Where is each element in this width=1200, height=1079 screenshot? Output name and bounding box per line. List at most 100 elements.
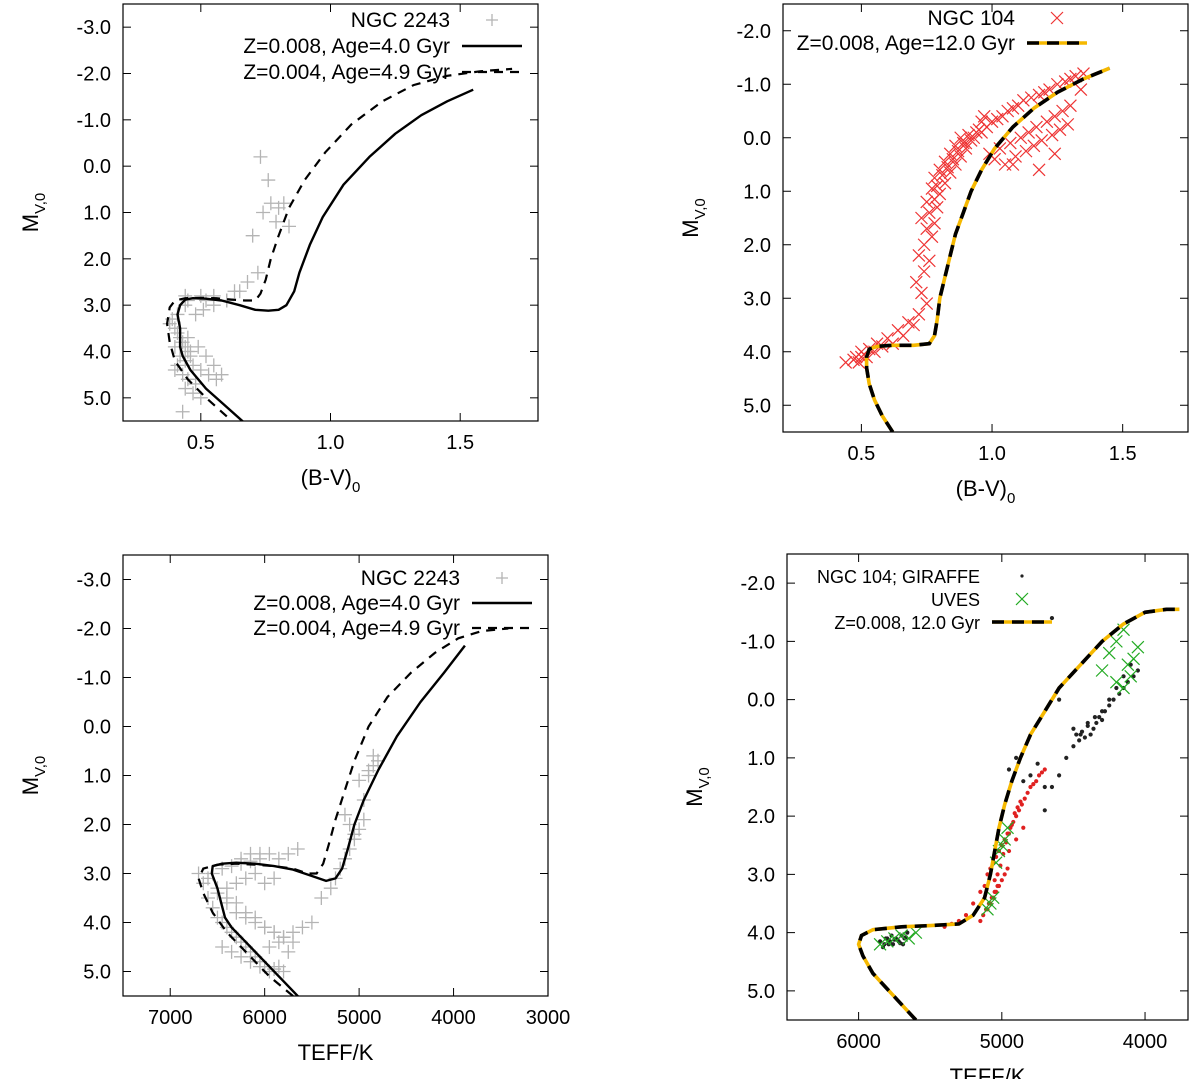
data-point xyxy=(199,349,213,364)
x-axis-label-main: TEFF/K xyxy=(950,1064,1026,1079)
x-tick-label: 4000 xyxy=(431,1007,476,1029)
x-axis-label-main: (B-V) xyxy=(956,476,1007,501)
legend-label: NGC 104 xyxy=(927,7,1015,30)
data-point xyxy=(175,404,190,419)
panel-p1: 0.5 1.0 1.5 -3.0 -2.0 -1.0 0.0 1.0 2.0 3.0 4.0 5.0 (… xyxy=(18,3,539,496)
data-point xyxy=(928,216,941,230)
data-point xyxy=(1135,668,1140,673)
data-point xyxy=(901,315,915,329)
y-axis-label: MV,0 xyxy=(18,193,49,232)
data-point xyxy=(1034,779,1039,784)
data-point xyxy=(839,356,853,369)
y-axis-label-sub: V,0 xyxy=(32,193,49,214)
x-axis-label: TEFF/K xyxy=(950,1064,1026,1079)
y-axis-label: MV,0 xyxy=(682,767,713,806)
isochrone-line xyxy=(176,88,474,421)
data-point xyxy=(909,275,923,289)
y-tick-label: -1.0 xyxy=(77,110,111,132)
data-point xyxy=(938,176,952,190)
data-point xyxy=(1024,91,1038,105)
data-point xyxy=(930,200,944,214)
plot-frame xyxy=(122,554,549,997)
data-point xyxy=(930,179,944,193)
y-tick-label: 1.0 xyxy=(743,181,771,203)
series-ngc-104-giraffe xyxy=(877,615,1140,950)
legend-label: Z=0.008, Age=4.0 Gyr xyxy=(253,592,460,615)
data-point xyxy=(245,228,260,243)
x-tick-label: 4000 xyxy=(1123,1031,1168,1053)
data-point xyxy=(967,131,981,145)
data-point xyxy=(1071,726,1076,731)
x-tick-label: 5000 xyxy=(337,1007,382,1029)
data-point xyxy=(1003,136,1017,150)
data-point xyxy=(337,807,352,822)
data-point xyxy=(238,905,253,920)
data-point xyxy=(276,930,291,945)
data-point xyxy=(1022,796,1027,801)
x-axis-label: (B-V)0 xyxy=(301,465,361,496)
data-point xyxy=(1074,732,1079,737)
data-point xyxy=(1056,104,1070,118)
data-point xyxy=(1048,147,1062,161)
data-point xyxy=(183,344,198,359)
x-tick-label: 1.0 xyxy=(978,443,1006,465)
data-point xyxy=(238,871,253,886)
data-point xyxy=(1082,735,1087,740)
data-point xyxy=(286,925,300,940)
data-point xyxy=(1064,755,1069,760)
legend-label: Z=0.008, Age=12.0 Gyr xyxy=(797,32,1015,55)
isochrone-line xyxy=(165,67,513,418)
x-tick-label: 0.5 xyxy=(847,443,875,465)
data-point xyxy=(304,915,319,930)
data-point xyxy=(167,363,182,378)
x-tick-label: 1.5 xyxy=(446,432,474,454)
data-point xyxy=(253,149,268,164)
data-point xyxy=(257,920,272,935)
data-point xyxy=(1107,703,1112,708)
data-point xyxy=(1102,646,1116,660)
data-point xyxy=(1030,120,1043,134)
data-point xyxy=(922,254,936,268)
data-point xyxy=(1009,150,1022,163)
y-tick-label: -3.0 xyxy=(77,570,111,592)
panel-p2: 0.5 1.0 1.5 -2.0 -1.0 0.0 1.0 2.0 3.0 4.0 5.0 (B-V)… xyxy=(678,3,1189,507)
data-point xyxy=(232,284,247,299)
data-point xyxy=(282,219,296,234)
data-point xyxy=(1042,808,1047,813)
data-point xyxy=(281,846,296,861)
x-axis-label-main: (B-V) xyxy=(301,465,352,490)
data-point xyxy=(269,214,284,229)
data-point xyxy=(191,866,206,881)
data-point xyxy=(1097,715,1102,720)
data-point xyxy=(229,876,244,891)
legend-marker xyxy=(1015,592,1029,606)
data-point xyxy=(214,367,229,382)
y-tick-label: 2.0 xyxy=(747,806,775,828)
legend-label: Z=0.004, Age=4.9 Gyr xyxy=(253,617,460,640)
legend: NGC 2243 Z=0.008, Age=4.0 Gyr Z=0.004, Age… xyxy=(243,9,522,84)
data-point xyxy=(1124,669,1138,683)
legend-marker xyxy=(486,14,498,26)
data-point xyxy=(1036,773,1042,778)
data-point xyxy=(1016,93,1030,107)
y-axis-label: MV,0 xyxy=(18,756,49,795)
y-tick-label: 1.0 xyxy=(747,748,775,770)
data-point xyxy=(1021,825,1026,830)
data-point xyxy=(1121,674,1126,679)
data-point xyxy=(1109,634,1123,648)
data-point xyxy=(1014,131,1028,145)
data-point xyxy=(1057,773,1062,778)
y-tick-label: 4.0 xyxy=(83,913,111,935)
panel-p3: 7000 6000 5000 4000 3000 -3.0 -2.0 -1.0 0.0 1.0 2.… xyxy=(18,554,570,1065)
data-point xyxy=(880,934,894,948)
isochrone-line-under xyxy=(864,66,1111,432)
data-point xyxy=(1042,767,1047,772)
plot-area xyxy=(839,66,1111,432)
data-point xyxy=(873,937,887,951)
data-point xyxy=(998,833,1012,846)
x-tick-label: 0.5 xyxy=(187,432,215,454)
data-point xyxy=(1006,767,1012,772)
data-point xyxy=(361,763,376,778)
data-point xyxy=(1019,144,1033,158)
